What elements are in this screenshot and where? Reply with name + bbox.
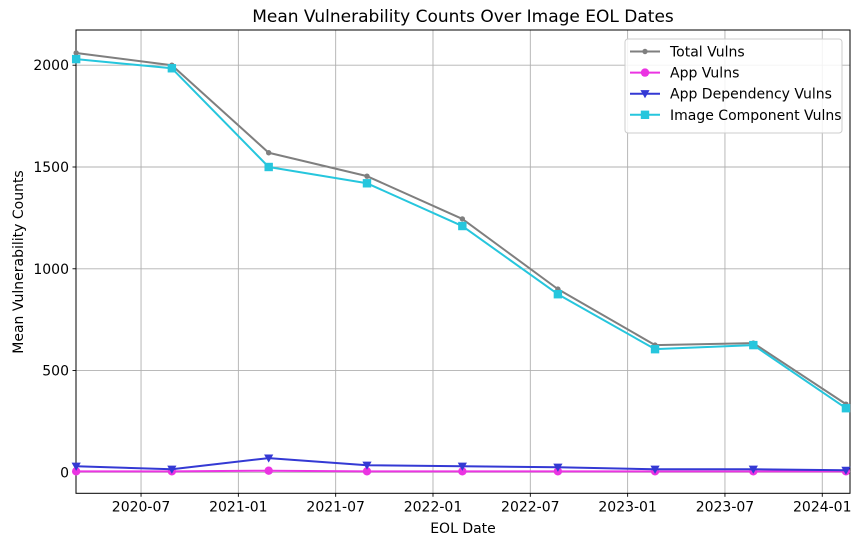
- marker-app-vulns: [264, 466, 273, 475]
- legend-box: [624, 38, 843, 134]
- marker-app-dependency-vulns: [650, 465, 660, 474]
- marker-image-component-vulns: [553, 290, 563, 299]
- legend-marker-total-vulns-icon: [642, 48, 648, 55]
- marker-image-component-vulns: [167, 64, 177, 73]
- marker-total-vulns: [73, 50, 79, 56]
- y-tick-label: 500: [42, 364, 69, 380]
- legend-marker-image-component-vulns-icon: [640, 110, 650, 119]
- marker-app-vulns: [71, 467, 81, 476]
- legend-marker-app-vulns-icon: [640, 68, 650, 77]
- marker-total-vulns: [459, 216, 466, 222]
- x-tick-label: 2023-07: [696, 499, 755, 515]
- marker-image-component-vulns: [264, 162, 273, 172]
- legend-label-image-component-vulns: Image Component Vulns: [670, 108, 842, 124]
- x-tick-label: 2022-01: [404, 499, 463, 515]
- y-axis-label: Mean Vulnerability Counts: [11, 170, 27, 353]
- marker-app-dependency-vulns: [264, 454, 274, 463]
- marker-app-dependency-vulns: [71, 462, 81, 471]
- x-tick-label: 2021-07: [306, 499, 365, 515]
- y-tick-label: 2000: [33, 58, 69, 74]
- marker-app-dependency-vulns: [362, 461, 372, 470]
- marker-app-dependency-vulns: [457, 462, 467, 471]
- y-tick-label: 1500: [33, 160, 69, 176]
- x-tick-label: 2020-07: [112, 499, 171, 515]
- legend: Total Vulns App Vulns App Dependency Vulns…: [624, 38, 843, 134]
- marker-image-component-vulns: [841, 404, 851, 413]
- marker-total-vulns: [364, 173, 370, 179]
- x-tick-label: 2023-01: [598, 499, 657, 515]
- legend-label-app-dependency-vulns: App Dependency Vulns: [670, 87, 832, 103]
- marker-image-component-vulns: [362, 179, 372, 188]
- marker-total-vulns: [265, 150, 272, 156]
- marker-app-vulns: [458, 467, 467, 476]
- plot-border: [75, 29, 851, 494]
- marker-app-vulns: [362, 467, 372, 476]
- legend-marker-app-dependency-vulns-icon: [640, 90, 650, 99]
- marker-image-component-vulns: [71, 54, 81, 64]
- legend-label-total-vulns: Total Vulns: [669, 45, 745, 61]
- marker-image-component-vulns: [458, 221, 467, 231]
- y-tick-label: 0: [60, 465, 69, 481]
- x-tick-label: 2024-01: [793, 499, 852, 515]
- marker-app-dependency-vulns: [841, 466, 851, 475]
- marker-image-component-vulns: [749, 340, 758, 350]
- chart-title: Mean Vulnerability Counts Over Image EOL…: [252, 7, 674, 27]
- marker-app-dependency-vulns: [553, 463, 563, 472]
- y-tick-label: 1000: [33, 262, 69, 278]
- marker-app-dependency-vulns: [748, 465, 758, 474]
- x-tick-label: 2021-01: [209, 499, 268, 515]
- marker-app-dependency-vulns: [167, 465, 177, 474]
- legend-label-app-vulns: App Vulns: [670, 66, 739, 82]
- x-tick-label: 2022-07: [501, 499, 560, 515]
- marker-image-component-vulns: [650, 344, 660, 354]
- x-axis-label: EOL Date: [430, 521, 496, 537]
